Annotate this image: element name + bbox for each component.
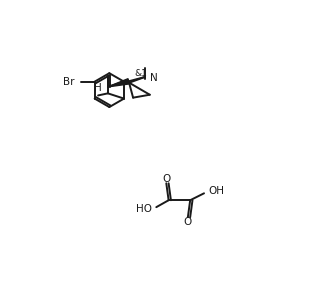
Polygon shape [108,79,129,87]
Text: &1: &1 [135,69,148,78]
Text: OH: OH [209,186,225,196]
Text: H: H [94,83,102,93]
Text: O: O [184,217,192,227]
Text: HO: HO [136,205,152,214]
Text: O: O [162,174,170,184]
Text: N: N [150,73,157,84]
Text: Br: Br [63,77,75,87]
